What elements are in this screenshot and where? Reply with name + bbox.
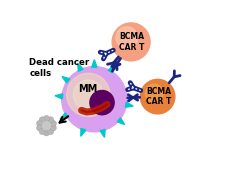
Polygon shape	[77, 63, 83, 71]
Circle shape	[36, 125, 42, 131]
Circle shape	[41, 121, 51, 131]
Polygon shape	[100, 129, 105, 137]
Circle shape	[36, 120, 42, 127]
Polygon shape	[108, 65, 114, 73]
Circle shape	[89, 90, 114, 115]
Text: Dead cancer
cells: Dead cancer cells	[29, 58, 89, 78]
Circle shape	[43, 115, 49, 122]
Circle shape	[111, 22, 150, 62]
Circle shape	[50, 120, 56, 127]
Circle shape	[43, 130, 49, 136]
Polygon shape	[62, 77, 69, 83]
Polygon shape	[117, 118, 124, 124]
Circle shape	[47, 117, 54, 123]
Text: BCMA
CAR T: BCMA CAR T	[119, 32, 144, 52]
Circle shape	[47, 128, 54, 135]
Circle shape	[39, 128, 45, 135]
Text: MM: MM	[78, 84, 97, 94]
Circle shape	[73, 80, 103, 110]
Text: BCMA
CAR T: BCMA CAR T	[145, 87, 170, 106]
Polygon shape	[91, 60, 96, 67]
Circle shape	[66, 73, 110, 117]
Circle shape	[39, 117, 45, 123]
Circle shape	[139, 79, 175, 115]
Circle shape	[50, 125, 56, 131]
Polygon shape	[80, 128, 85, 136]
Circle shape	[145, 84, 163, 102]
Circle shape	[61, 66, 127, 133]
Polygon shape	[55, 94, 62, 99]
Polygon shape	[125, 102, 133, 107]
Polygon shape	[60, 113, 68, 119]
Circle shape	[116, 27, 137, 48]
